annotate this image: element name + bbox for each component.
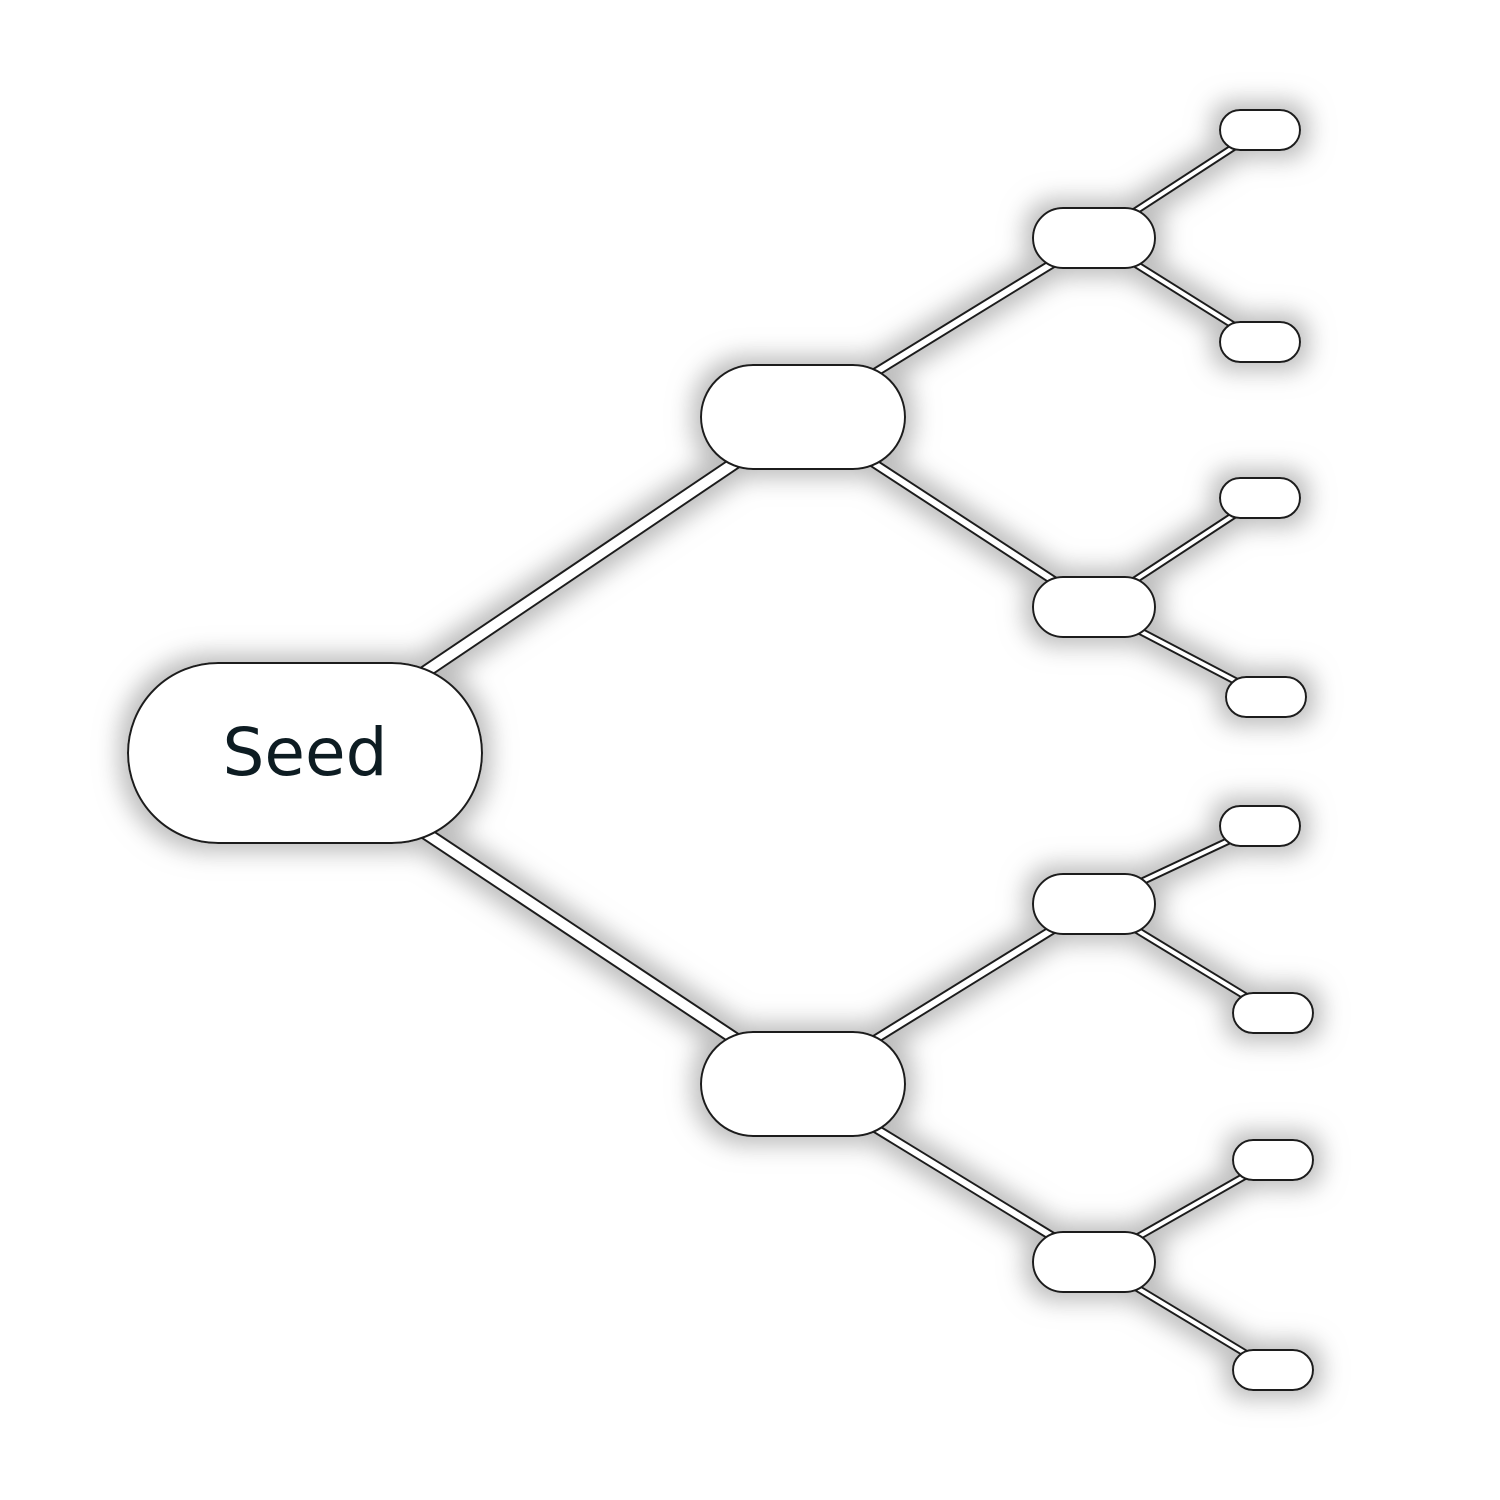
node-shape — [700, 364, 906, 470]
tree-node-b1-1-1[interactable] — [1219, 109, 1301, 151]
tree-node-b2-1-1[interactable] — [1219, 805, 1301, 847]
tree-node-b1-2-2[interactable] — [1225, 676, 1307, 718]
node-shape — [1232, 992, 1314, 1034]
node-shape — [1032, 1231, 1156, 1293]
node-shape — [1225, 676, 1307, 718]
tree-node-b2-1-2[interactable] — [1232, 992, 1314, 1034]
node-shape — [1219, 321, 1301, 363]
node-shape — [1032, 207, 1156, 269]
tree-node-b2-2[interactable] — [1032, 1231, 1156, 1293]
node-shape — [1032, 873, 1156, 935]
tree-node-b2-1[interactable] — [1032, 873, 1156, 935]
tree-node-b1-1-2[interactable] — [1219, 321, 1301, 363]
node-shape — [1219, 805, 1301, 847]
tree-node-b1-2[interactable] — [1032, 576, 1156, 638]
root-node[interactable]: Seed — [127, 662, 483, 844]
node-shape — [700, 1031, 906, 1137]
tree-node-b1[interactable] — [700, 364, 906, 470]
node-shape — [1219, 109, 1301, 151]
tree-node-b2-2-1[interactable] — [1232, 1139, 1314, 1181]
node-shape — [127, 662, 483, 844]
node-shape — [1232, 1349, 1314, 1391]
tree-node-b1-2-1[interactable] — [1219, 477, 1301, 519]
tree-node-b2[interactable] — [700, 1031, 906, 1137]
node-shape — [1032, 576, 1156, 638]
tree-node-b1-1[interactable] — [1032, 207, 1156, 269]
tree-nodes: Seed — [127, 109, 1314, 1391]
node-shape — [1219, 477, 1301, 519]
node-label: Seed — [223, 714, 388, 791]
tree-node-b2-2-2[interactable] — [1232, 1349, 1314, 1391]
node-shape — [1232, 1139, 1314, 1181]
